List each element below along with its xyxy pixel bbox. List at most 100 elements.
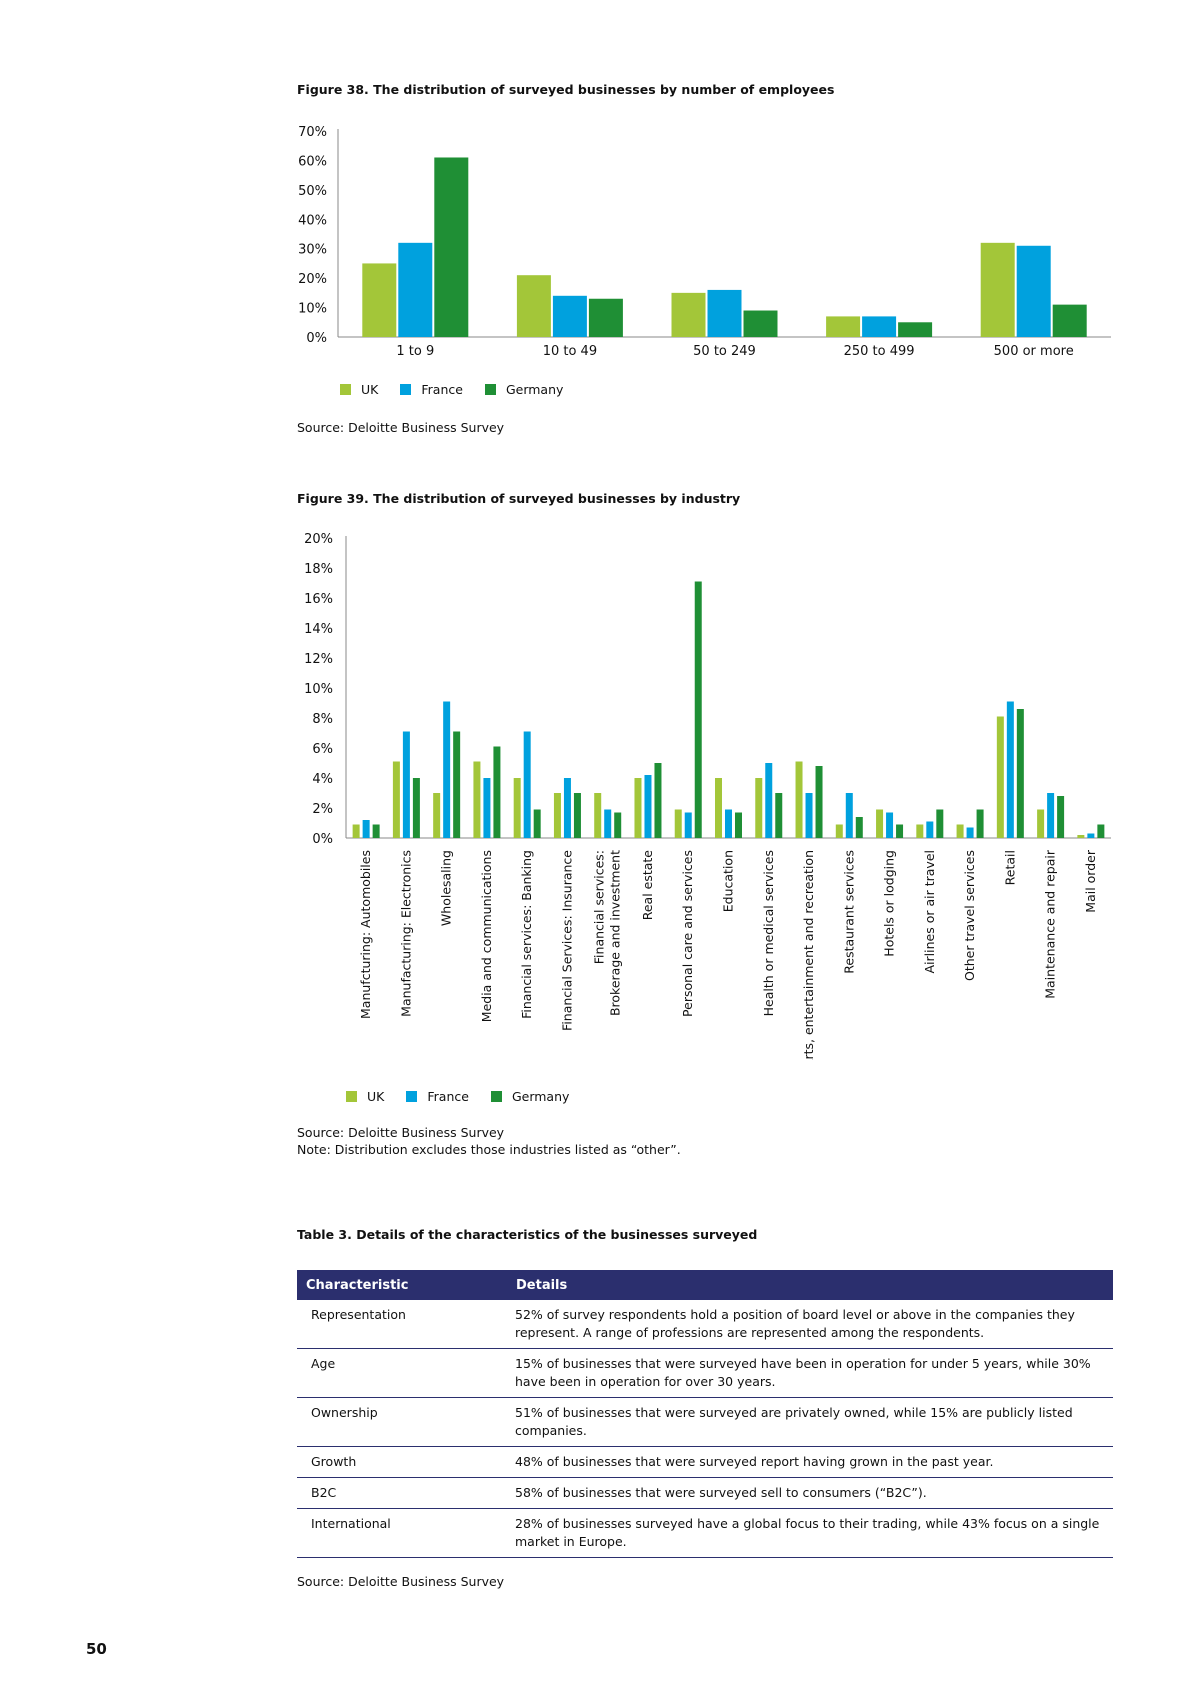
bar-uk bbox=[433, 793, 441, 838]
bar-uk bbox=[634, 778, 642, 838]
x-tick-label: Media and communications bbox=[479, 850, 494, 1022]
legend-item-france: France bbox=[400, 382, 463, 397]
legend-item-uk: UK bbox=[340, 382, 378, 397]
x-tick-label: Arts, entertainment and recreation bbox=[801, 850, 816, 1060]
bar-uk bbox=[362, 263, 397, 337]
details-cell: 51% of businesses that were surveyed are… bbox=[507, 1397, 1113, 1447]
legend-swatch-france bbox=[406, 1091, 418, 1102]
characteristic-cell: International bbox=[297, 1508, 507, 1558]
bar-france bbox=[523, 731, 531, 838]
legend-item-germany: Germany bbox=[490, 1089, 570, 1104]
bar-uk bbox=[980, 242, 1015, 337]
figure-39-legend: UK France Germany bbox=[346, 1089, 591, 1104]
figure-39-note: Note: Distribution excludes those indust… bbox=[297, 1142, 681, 1157]
table-3-source: Source: Deloitte Business Survey bbox=[297, 1574, 505, 1589]
bar-france bbox=[725, 809, 732, 838]
legend-item-germany: Germany bbox=[484, 382, 563, 397]
y-tick-label: 14% bbox=[304, 622, 333, 637]
bar-uk bbox=[392, 761, 400, 838]
x-tick-label: Brokerage and investment bbox=[608, 850, 623, 1016]
y-tick-label: 30% bbox=[298, 243, 327, 258]
characteristic-cell: Growth bbox=[297, 1446, 507, 1478]
bar-germany bbox=[533, 809, 541, 838]
y-tick-label: 4% bbox=[312, 772, 333, 787]
y-tick-label: 10% bbox=[298, 302, 327, 317]
bar-germany bbox=[1057, 796, 1065, 838]
bar-germany bbox=[372, 824, 380, 838]
table-row: Ownership 51% of businesses that were sur… bbox=[297, 1397, 1113, 1447]
y-tick-label: 18% bbox=[304, 562, 333, 577]
x-tick-label: Financial Services: Insurance bbox=[559, 850, 574, 1031]
table-row: Representation 52% of survey respondents … bbox=[297, 1300, 1113, 1349]
figure-39-title: Figure 39. The distribution of surveyed … bbox=[297, 491, 741, 506]
y-tick-label: 50% bbox=[298, 184, 327, 199]
bar-germany bbox=[453, 731, 461, 838]
bar-uk bbox=[835, 824, 843, 838]
bar-germany bbox=[896, 824, 904, 838]
y-tick-label: 2% bbox=[312, 802, 333, 817]
bar-uk bbox=[674, 809, 682, 838]
y-tick-label: 8% bbox=[312, 712, 333, 727]
x-tick-label: Restaurant services bbox=[841, 850, 856, 974]
legend-label-france: France bbox=[421, 382, 463, 397]
characteristic-cell: Age bbox=[297, 1348, 507, 1398]
x-tick-label: Manufacturing: Electronics bbox=[398, 850, 413, 1017]
bar-germany bbox=[614, 812, 622, 838]
bar-france bbox=[1016, 245, 1051, 337]
figure-38-legend: UK France Germany bbox=[340, 382, 585, 397]
bar-france bbox=[552, 295, 587, 337]
characteristic-cell: Ownership bbox=[297, 1397, 507, 1447]
bar-uk bbox=[826, 316, 861, 337]
table-row: B2C 58% of businesses that were surveyed … bbox=[297, 1477, 1113, 1509]
y-tick-label: 60% bbox=[298, 154, 327, 169]
x-tick-label: 10 to 49 bbox=[543, 344, 597, 359]
bar-france bbox=[644, 775, 652, 838]
bar-france bbox=[684, 812, 692, 838]
bar-france bbox=[926, 821, 934, 838]
x-tick-label: Retail bbox=[1002, 850, 1017, 885]
page-number: 50 bbox=[86, 1640, 107, 1658]
legend-item-uk: UK bbox=[346, 1089, 384, 1104]
x-tick-label: Hotels or lodging bbox=[882, 850, 897, 957]
bar-germany bbox=[855, 817, 863, 838]
bar-france bbox=[1087, 833, 1095, 838]
bar-germany bbox=[936, 809, 944, 838]
bar-germany bbox=[735, 812, 742, 838]
y-tick-label: 6% bbox=[312, 742, 333, 757]
bar-france bbox=[443, 701, 451, 838]
bar-uk bbox=[916, 824, 924, 838]
y-tick-label: 10% bbox=[304, 682, 333, 697]
bar-germany bbox=[775, 793, 783, 838]
bar-germany bbox=[412, 778, 420, 838]
x-tick-label: Personal care and services bbox=[680, 850, 695, 1017]
table-row: International 28% of businesses surveyed … bbox=[297, 1508, 1113, 1558]
legend-swatch-germany bbox=[490, 1091, 502, 1102]
bar-germany bbox=[694, 581, 702, 838]
legend-label-uk: UK bbox=[367, 1089, 385, 1104]
bar-germany bbox=[1052, 304, 1087, 337]
x-tick-label: Health or medical services bbox=[761, 850, 776, 1016]
bar-uk bbox=[996, 716, 1004, 838]
details-cell: 48% of businesses that were surveyed rep… bbox=[507, 1446, 1113, 1478]
bar-germany bbox=[573, 793, 581, 838]
legend-swatch-france bbox=[400, 384, 412, 395]
bar-uk bbox=[516, 275, 551, 337]
bar-uk bbox=[553, 793, 561, 838]
x-tick-label: 500 or more bbox=[994, 344, 1074, 359]
x-tick-label: Manufcturing: Automobiles bbox=[358, 850, 373, 1019]
x-tick-label: Financial services: Banking bbox=[519, 850, 534, 1019]
bar-france bbox=[707, 289, 742, 337]
details-cell: 28% of businesses surveyed have a global… bbox=[507, 1508, 1113, 1558]
x-tick-label: Other travel services bbox=[962, 850, 977, 981]
bar-france bbox=[402, 731, 410, 838]
y-tick-label: 20% bbox=[304, 532, 333, 547]
figure-38-source: Source: Deloitte Business Survey bbox=[297, 420, 505, 435]
x-tick-label: Education bbox=[721, 850, 736, 912]
characteristics-table: Characteristic Details Representation 52%… bbox=[297, 1270, 1113, 1558]
table-header-row: Characteristic Details bbox=[297, 1270, 1113, 1300]
y-tick-label: 70% bbox=[298, 125, 327, 140]
x-tick-label: Maintenance and repair bbox=[1043, 849, 1058, 999]
bar-france bbox=[563, 778, 571, 838]
bar-germany bbox=[434, 157, 469, 337]
legend-label-germany: Germany bbox=[511, 1089, 570, 1104]
